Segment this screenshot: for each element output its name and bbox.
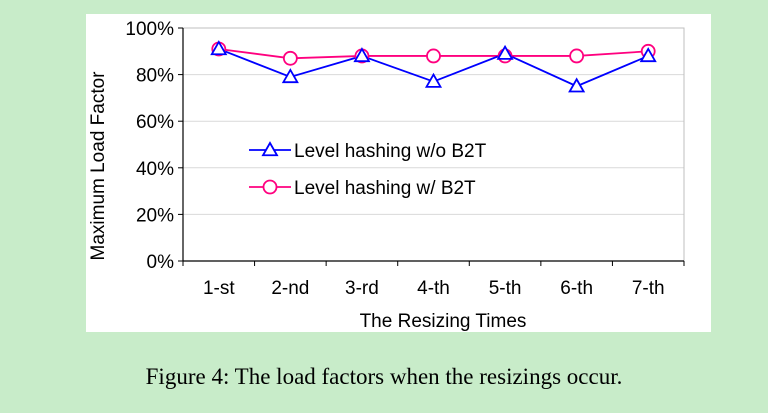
x-tick-label: 1-st	[203, 278, 235, 299]
data-point-circle	[282, 50, 298, 66]
x-tick-label: 4-th	[417, 278, 450, 299]
series-layer	[210, 40, 657, 93]
data-point-triangle	[281, 68, 299, 84]
axes: 0% 20% 40% 60% 80% 100% 1-st 2-nd 3-rd 4-th 5-th 6-…	[125, 19, 685, 299]
figure-panel: 0% 20% 40% 60% 80% 100% 1-st 2-nd 3-rd 4-th 5-th 6-…	[86, 14, 711, 332]
y-tick-label: 40%	[136, 159, 174, 180]
y-tick-label: 0%	[147, 252, 175, 273]
data-point-triangle	[496, 44, 514, 60]
data-point-triangle	[568, 77, 586, 93]
y-tick-label: 20%	[136, 205, 174, 226]
data-point-triangle	[639, 47, 657, 63]
legend-label: Level hashing w/ B2T	[294, 178, 476, 199]
legend-marker-triangle	[261, 141, 279, 157]
data-point-triangle	[424, 72, 443, 88]
figure-caption: Figure 4: The load factors when the resi…	[145, 364, 623, 389]
x-tick-label: 3-rd	[345, 278, 379, 299]
x-tick-label: 2-nd	[271, 278, 309, 299]
y-tick-label: 80%	[136, 66, 174, 87]
x-tick-label: 7-th	[632, 278, 665, 299]
data-point-circle	[569, 48, 585, 64]
legend: Level hashing w/o B2T Level hashing w/ B2…	[249, 141, 487, 199]
legend-label: Level hashing w/o B2T	[294, 141, 487, 162]
data-point-circle	[426, 48, 441, 64]
x-tick-label: 6-th	[560, 278, 593, 299]
y-tick-label: 60%	[136, 112, 174, 133]
y-axis-title: Maximum Load Factor	[88, 71, 109, 261]
x-axis-title: The Resizing Times	[360, 311, 527, 332]
legend-marker-circle	[262, 179, 278, 195]
x-tick-label: 5-th	[489, 278, 522, 299]
y-tick-label: 100%	[125, 19, 174, 40]
load-factor-chart: 0% 20% 40% 60% 80% 100% 1-st 2-nd 3-rd 4-th 5-th 6-…	[88, 19, 685, 332]
data-point-triangle	[210, 40, 228, 56]
data-point-triangle	[353, 47, 371, 63]
